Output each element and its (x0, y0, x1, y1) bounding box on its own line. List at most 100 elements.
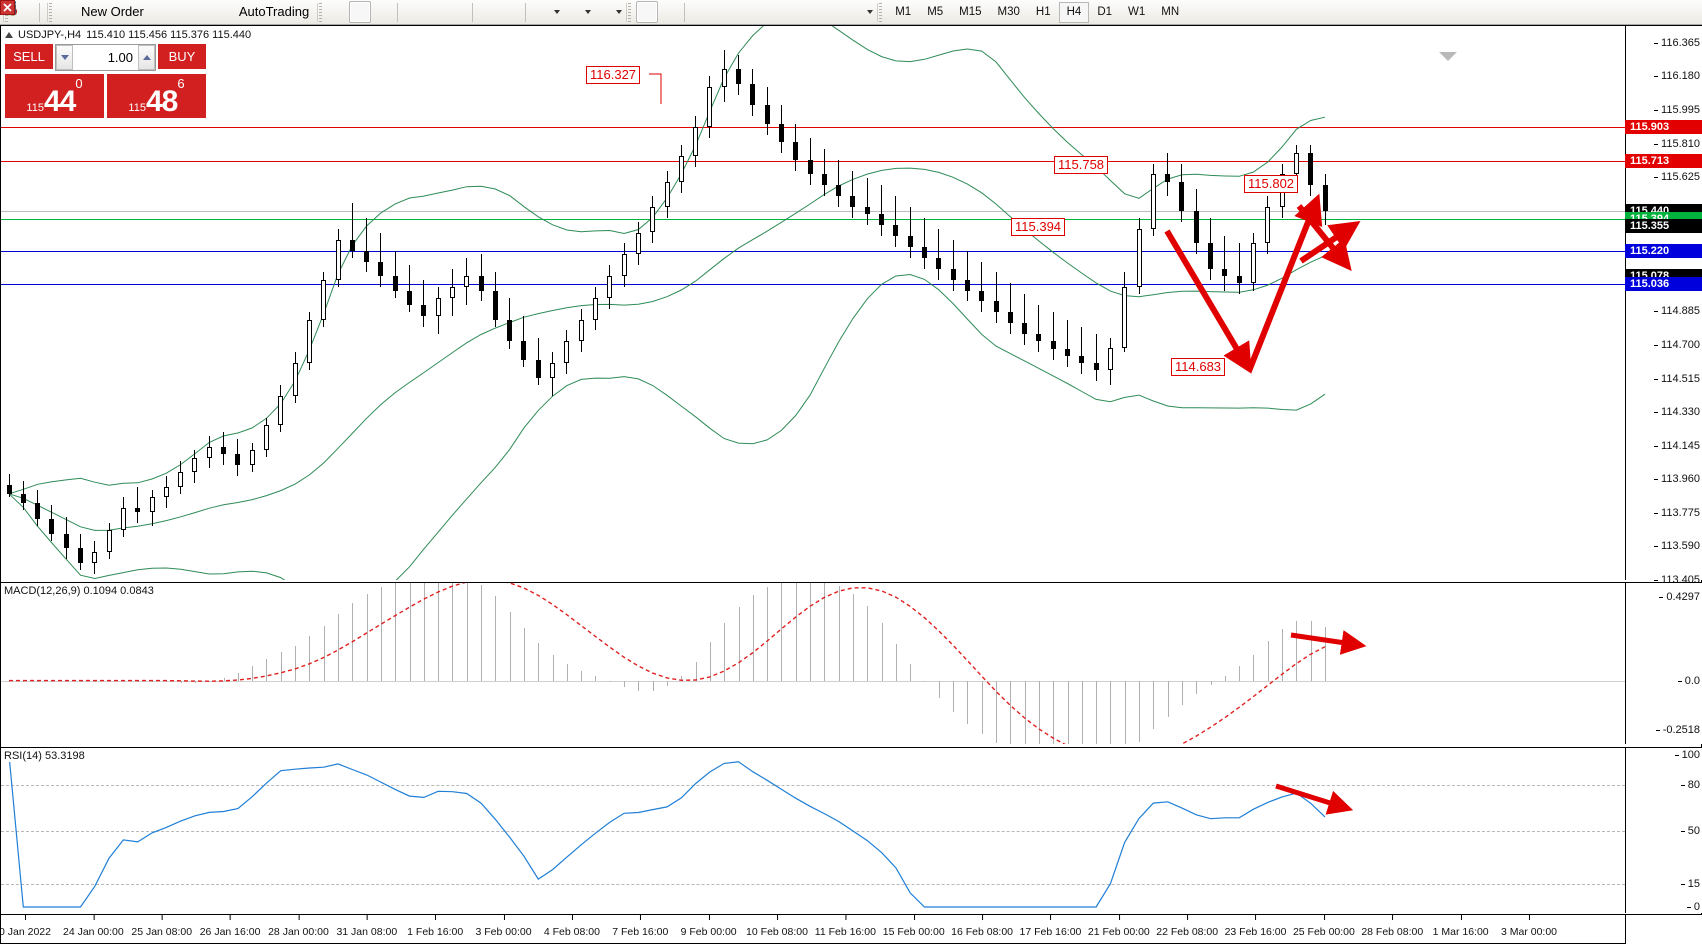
ask-price-label[interactable]: 115.355 (1625, 219, 1702, 234)
annotation-115758[interactable]: 115.758 (1054, 156, 1109, 174)
timeframe-d1[interactable]: D1 (1097, 6, 1113, 18)
timeframe-m1[interactable]: M1 (895, 6, 912, 18)
autotrading-label[interactable]: AutoTrading (238, 4, 310, 19)
time-tick: 3 Feb 00:00 (475, 915, 532, 938)
resistance-label-2[interactable]: 115.713 (1625, 154, 1702, 169)
buy-price[interactable]: 115 48 6 (107, 74, 206, 118)
price-axis[interactable]: 116.365 116.180 115.995 115.810 115.625 114.8… (1625, 26, 1702, 586)
zoom-out-icon[interactable] (1, 1, 446, 23)
volume-stepper[interactable]: 1.00 (55, 44, 156, 71)
add-indicator-dropdown-icon[interactable] (552, 2, 561, 22)
macd-histogram-bar (423, 583, 425, 681)
timeframe-m15[interactable]: M15 (959, 6, 982, 18)
price-level-line-115903[interactable] (1, 126, 1625, 128)
rsi-axis[interactable]: 100 80 50 15 0 (1625, 748, 1702, 913)
macd-histogram-bar (237, 672, 239, 681)
period-dropdown-icon[interactable] (583, 2, 592, 22)
volume-increase-button[interactable] (138, 45, 155, 70)
price-level-line-115394[interactable] (1, 219, 1625, 221)
volume-value[interactable]: 1.00 (107, 50, 133, 65)
support-label-1[interactable]: 115.220 (1625, 243, 1702, 258)
annotation-high-116327[interactable]: 116.327 (586, 66, 641, 84)
zoom-in-icon[interactable] (1, 1, 424, 23)
trend-arrow-annotations[interactable] (1, 26, 1625, 580)
data-window-icon[interactable] (1, 1, 193, 23)
timeframe-h4[interactable]: H4 (1058, 1, 1090, 23)
autotrading-icon[interactable] (0, 1, 237, 23)
rsi-pane[interactable]: RSI(14) 53.3198 100 80 50 15 0 (1, 747, 1702, 913)
macd-histogram-bar (466, 583, 468, 681)
horizontal-line-icon[interactable] (2, 1, 733, 23)
new-order-label[interactable]: New Order (81, 4, 144, 19)
time-tick: 17 Feb 16:00 (1019, 915, 1082, 938)
rsi-plot-area[interactable] (1, 748, 1625, 913)
macd-pane[interactable]: MACD(12,26,9) 0.1094 0.0843 0.4297 0.0 -0.… (1, 582, 1702, 744)
buy-button[interactable]: BUY (158, 44, 206, 71)
period-icon[interactable] (0, 0, 583, 23)
shapes-dropdown-icon[interactable] (865, 2, 874, 22)
crosshair-icon[interactable] (2, 1, 680, 23)
price-pane[interactable]: 116.327 115.758 115.802 115.394 114.683 116.… (1, 26, 1702, 586)
timeframe-h1[interactable]: H1 (1035, 6, 1051, 18)
sell-button[interactable]: SELL (5, 44, 53, 71)
text-icon[interactable]: A (3, 1, 821, 23)
toolbar-grip-2[interactable] (47, 2, 54, 22)
equidistant-channel-icon[interactable]: F (2, 1, 799, 23)
toolbar-grip-3[interactable] (317, 2, 325, 22)
price-tick: 114.330 (1654, 406, 1700, 419)
trend-arrow[interactable] (1296, 204, 1352, 271)
price-level-line-115713[interactable] (1, 161, 1625, 163)
timeframe-m5[interactable]: M5 (927, 6, 944, 18)
tile-windows-icon[interactable] (1, 1, 468, 23)
sell-price[interactable]: 115 44 0 (5, 74, 104, 118)
support-label-2[interactable]: 115.036 (1625, 277, 1702, 292)
main-toolbar: New Order AutoTrading (0, 0, 1702, 25)
annotation-115802[interactable]: 115.802 (1244, 175, 1299, 193)
new-order-icon[interactable] (1, 0, 79, 23)
expand-triangle-icon[interactable] (5, 32, 13, 38)
text-label-icon[interactable]: T (2, 1, 843, 23)
chart-shift-marker[interactable] (1439, 52, 1457, 61)
price-level-line-115220[interactable] (1, 250, 1625, 252)
trend-arrow[interactable] (1246, 193, 1323, 373)
trendline-icon[interactable] (2, 1, 755, 23)
macd-axis[interactable]: 0.4297 0.0 -0.2518 (1625, 583, 1702, 744)
annotation-115394[interactable]: 115.394 (1011, 218, 1066, 236)
toolbar-grip-5[interactable] (877, 2, 885, 22)
templates-icon[interactable] (1, 1, 614, 23)
trend-arrow[interactable] (1164, 229, 1252, 374)
toolbar-grip-4[interactable] (626, 2, 634, 22)
signals-icon[interactable] (1, 1, 215, 23)
timeframe-w1[interactable]: W1 (1128, 6, 1146, 18)
macd-histogram-bar (338, 614, 339, 681)
line-chart-icon[interactable] (1, 1, 393, 23)
time-tick: 1 Feb 16:00 (407, 915, 464, 938)
timeframe-m30[interactable]: M30 (997, 6, 1020, 18)
one-click-trading-panel[interactable]: SELL 1.00 BUY 115 44 0 115 48 6 (5, 44, 206, 118)
resistance-label-1[interactable]: 115.903 (1625, 119, 1702, 134)
cursor-icon[interactable] (4, 1, 659, 23)
price-plot-area[interactable]: 116.327 115.758 115.802 115.394 114.683 (1, 26, 1625, 580)
rsi-trend-arrow[interactable] (1275, 783, 1354, 815)
macd-histogram-bar (566, 664, 568, 681)
trend-arrow[interactable] (1299, 220, 1361, 264)
add-indicator-icon[interactable] (1, 1, 552, 23)
chart-shift-icon[interactable] (2, 1, 499, 23)
shapes-icon[interactable] (2, 1, 865, 23)
bar-chart-icon[interactable] (2, 1, 349, 23)
templates-dropdown-icon[interactable] (614, 2, 623, 22)
candlestick-chart-icon[interactable] (2, 1, 372, 23)
expert-advisor-icon[interactable] (0, 1, 171, 23)
chart-window[interactable]: 116.327 115.758 115.802 115.394 114.683 116.… (0, 25, 1702, 944)
macd-plot-area[interactable] (1, 583, 1625, 744)
annotation-low-114683[interactable]: 114.683 (1171, 358, 1226, 376)
volume-decrease-button[interactable] (56, 45, 73, 70)
time-axis[interactable]: 0 Jan 2022 24 Jan 00:00 25 Jan 08:00 26 Jan… (1, 914, 1702, 944)
fibonacci-icon[interactable]: E (3, 1, 777, 23)
close-icon[interactable] (0, 0, 1698, 23)
auto-scroll-icon[interactable] (2, 1, 521, 23)
timeframe-mn[interactable]: MN (1161, 6, 1180, 18)
price-level-line-115036[interactable] (1, 284, 1625, 286)
macd-trend-arrow[interactable] (1290, 630, 1367, 655)
vertical-line-icon[interactable] (5, 1, 711, 23)
